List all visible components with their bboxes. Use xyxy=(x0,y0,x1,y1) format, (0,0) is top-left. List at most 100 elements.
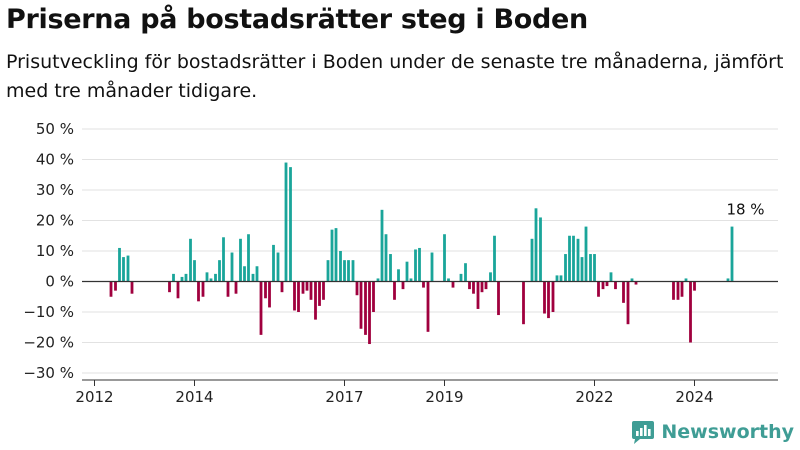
bar xyxy=(730,226,734,282)
bar xyxy=(168,281,171,293)
bar xyxy=(472,281,475,294)
bar xyxy=(589,254,592,282)
y-tick-label: 0 % xyxy=(45,273,74,291)
bar xyxy=(680,281,684,297)
bar xyxy=(422,281,425,288)
bar xyxy=(480,281,484,293)
bar xyxy=(243,266,246,282)
bar xyxy=(205,272,209,282)
bar xyxy=(301,281,305,294)
bar xyxy=(626,281,630,325)
y-tick-label: 20 % xyxy=(36,212,74,230)
bar xyxy=(276,252,280,282)
x-tick-label: 2017 xyxy=(325,388,363,406)
bar xyxy=(443,234,446,282)
bar xyxy=(551,281,555,312)
bar xyxy=(672,281,675,300)
bar xyxy=(309,281,313,300)
bar xyxy=(468,281,471,290)
x-tick-label: 2014 xyxy=(175,388,213,406)
bar xyxy=(489,272,492,282)
bar xyxy=(259,281,263,335)
bars xyxy=(109,162,734,345)
bar xyxy=(493,235,496,282)
newsworthy-logo: Newsworthy xyxy=(630,419,794,445)
brand-name: Newsworthy xyxy=(661,421,794,443)
bar xyxy=(601,281,605,290)
x-tick-label: 2012 xyxy=(75,388,113,406)
bar xyxy=(522,281,525,325)
bar xyxy=(564,254,567,282)
bar xyxy=(447,278,450,282)
y-tick-label: −10 % xyxy=(23,303,74,321)
bar xyxy=(576,238,580,282)
bar xyxy=(239,238,242,282)
bar xyxy=(368,281,371,345)
y-tick-label: 50 % xyxy=(36,120,74,138)
bar xyxy=(289,167,292,282)
bar xyxy=(322,281,325,300)
bar xyxy=(530,238,534,282)
bar xyxy=(539,217,542,282)
bar xyxy=(609,272,613,282)
bar xyxy=(693,281,696,291)
bar xyxy=(426,281,430,332)
bar xyxy=(689,281,692,343)
bar xyxy=(418,247,421,282)
bar xyxy=(193,260,196,282)
bar xyxy=(109,281,113,297)
bar xyxy=(122,257,125,282)
bar xyxy=(572,235,575,282)
bar xyxy=(330,229,334,282)
bar xyxy=(476,281,480,309)
bar xyxy=(172,273,175,282)
bar xyxy=(114,281,117,291)
bar xyxy=(264,281,267,299)
bar xyxy=(684,278,688,282)
bar xyxy=(197,281,200,302)
y-tick-label: 10 % xyxy=(36,242,74,260)
chart-title: Priserna på bostadsrätter steg i Boden xyxy=(6,4,588,35)
bar xyxy=(218,260,221,282)
bar xyxy=(201,281,205,297)
bar xyxy=(397,269,400,282)
bar xyxy=(272,244,275,282)
bar xyxy=(176,281,180,299)
bar xyxy=(459,273,463,282)
x-tick-label: 2022 xyxy=(575,388,613,406)
bar xyxy=(226,281,230,297)
bar xyxy=(251,273,255,282)
bar xyxy=(534,208,538,282)
bar xyxy=(284,162,288,282)
bar xyxy=(351,260,355,282)
bar xyxy=(297,281,300,312)
bar xyxy=(580,257,584,282)
bar xyxy=(339,251,342,282)
bar xyxy=(393,281,396,300)
y-tick-label: −30 % xyxy=(23,364,74,382)
bar xyxy=(230,252,234,282)
bar xyxy=(634,281,638,285)
gridlines xyxy=(82,128,778,374)
bar xyxy=(359,281,363,329)
bar xyxy=(326,260,330,282)
bar xyxy=(614,281,617,290)
y-tick-label: −20 % xyxy=(23,334,74,352)
bar xyxy=(464,263,467,282)
bar xyxy=(255,266,259,282)
x-tick-label: 2024 xyxy=(675,388,713,406)
bar xyxy=(389,254,392,282)
bar xyxy=(484,281,488,290)
bar xyxy=(372,281,375,312)
bar xyxy=(214,273,217,282)
bar xyxy=(559,275,563,282)
latest-value-label: 18 % xyxy=(726,201,764,219)
y-tick-label: 40 % xyxy=(36,151,74,169)
bar xyxy=(405,261,409,282)
bar xyxy=(597,281,600,297)
bar xyxy=(209,278,213,282)
bar xyxy=(568,235,571,282)
bar xyxy=(314,281,317,320)
bar xyxy=(409,278,413,282)
chart-subtitle: Prisutveckling för bostadsrätter i Boden… xyxy=(6,51,784,102)
